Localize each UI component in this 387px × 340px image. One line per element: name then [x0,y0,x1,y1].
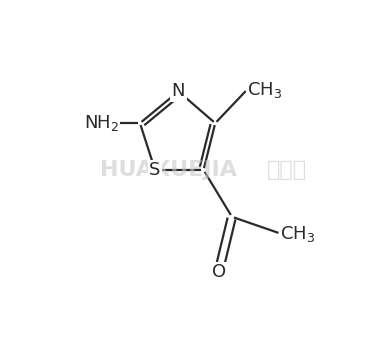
Text: HUAXUEJIA: HUAXUEJIA [100,160,237,180]
Text: 化学加: 化学加 [267,160,307,180]
Text: CH$_3$: CH$_3$ [247,80,282,100]
Text: N: N [172,82,185,100]
Text: O: O [212,263,226,281]
Text: CH$_3$: CH$_3$ [281,223,316,243]
Text: S: S [149,161,161,179]
Text: NH$_2$: NH$_2$ [84,113,119,133]
